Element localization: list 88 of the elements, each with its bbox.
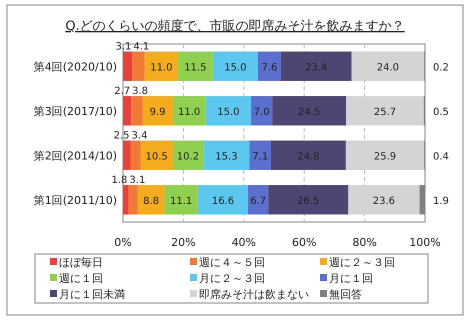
data-label: 10.2	[176, 151, 200, 162]
data-label: 25.7	[374, 106, 396, 118]
bar	[144, 52, 178, 81]
data-label: 24.0	[376, 62, 399, 74]
bar	[203, 140, 250, 170]
y-tick-label: 第1回(2011/10)	[34, 194, 117, 207]
bar	[123, 140, 131, 170]
data-label: 7.0	[254, 106, 270, 118]
bar	[138, 185, 164, 214]
data-label: 26.5	[297, 196, 320, 207]
data-label: 25.9	[374, 151, 396, 162]
data-label: 3.1	[115, 42, 132, 53]
legend-label: 月に１回	[329, 272, 373, 285]
data-label: 11.1	[170, 196, 192, 207]
legend-label: 月に２～３回	[199, 272, 265, 285]
bar	[251, 96, 272, 126]
legend-label: 週に２～３回	[329, 256, 395, 269]
data-label: 15.0	[224, 62, 246, 74]
data-label: 1.8	[112, 175, 128, 186]
data-label: 3.1	[129, 175, 146, 186]
data-label: 0.2	[433, 62, 449, 74]
legend-label: 月に１回未満	[59, 288, 125, 301]
data-label: 4.1	[133, 42, 150, 53]
data-label: 15.3	[215, 151, 238, 162]
legend-label: 週に４～５回	[199, 256, 265, 269]
bar	[140, 140, 173, 170]
data-label: 2.7	[114, 86, 130, 98]
chart-title: Q.どのくらいの頻度で、市販の即席みそ汁を飲みますか？	[65, 18, 405, 34]
bar	[346, 96, 424, 126]
data-label: 1.9	[433, 196, 449, 207]
bar	[270, 140, 346, 170]
bar	[132, 52, 145, 81]
data-label: 7.1	[252, 151, 268, 162]
data-label: 24.8	[297, 151, 320, 162]
legend-label: 即席みそ汁は飲まない	[199, 288, 309, 301]
bar	[352, 52, 424, 81]
data-label: 0.4	[433, 151, 449, 162]
data-label: 24.5	[298, 106, 320, 118]
legend-label: ほぼ毎日	[59, 256, 103, 269]
data-label: 11.0	[150, 62, 172, 74]
data-label: 9.9	[150, 106, 166, 118]
data-label: 10.5	[146, 151, 168, 162]
data-label: 11.5	[184, 62, 206, 74]
bar	[348, 185, 420, 214]
bar	[258, 52, 281, 81]
data-label: 3.4	[132, 130, 148, 142]
data-label: 16.6	[212, 196, 234, 207]
data-label: 23.6	[372, 196, 396, 207]
y-tick-label: 第4回(2020/10)	[34, 60, 117, 74]
x-tick-label: 100%	[409, 236, 441, 249]
x-tick-label: 60%	[292, 236, 316, 249]
bar	[172, 140, 204, 170]
bar	[280, 52, 352, 81]
x-tick-label: 40%	[232, 236, 256, 249]
bar	[250, 140, 271, 170]
y-tick-label: 第2回(2014/10)	[34, 149, 117, 162]
bar	[172, 96, 206, 126]
data-label: 6.7	[250, 196, 266, 207]
legend-label: 週に１回	[59, 272, 103, 285]
legend-label: 無回答	[329, 288, 362, 301]
bar	[248, 185, 268, 214]
bar	[206, 96, 252, 126]
bar	[142, 96, 173, 126]
bar	[164, 185, 198, 214]
bar	[212, 52, 258, 81]
bar	[346, 140, 424, 170]
bar	[130, 140, 141, 170]
bar	[272, 96, 346, 126]
bar	[123, 185, 128, 214]
data-label: 2.5	[114, 130, 130, 142]
data-label: 3.8	[132, 86, 148, 98]
bar	[268, 185, 348, 214]
bar	[198, 185, 248, 214]
data-label: 7.6	[262, 62, 278, 74]
bar	[178, 52, 213, 81]
bar	[123, 96, 132, 126]
data-label: 0.5	[433, 106, 449, 118]
bar	[131, 96, 143, 126]
bar	[128, 185, 138, 214]
x-tick-label: 0%	[114, 236, 132, 249]
bar	[123, 52, 132, 81]
data-label: 15.0	[217, 106, 240, 118]
data-label: 23.4	[305, 62, 328, 74]
y-tick-label: 第3回(2017/10)	[34, 104, 117, 118]
x-tick-label: 80%	[352, 236, 377, 249]
data-label: 8.8	[143, 196, 160, 207]
x-tick-label: 20%	[171, 236, 196, 249]
data-label: 11.0	[178, 106, 200, 118]
